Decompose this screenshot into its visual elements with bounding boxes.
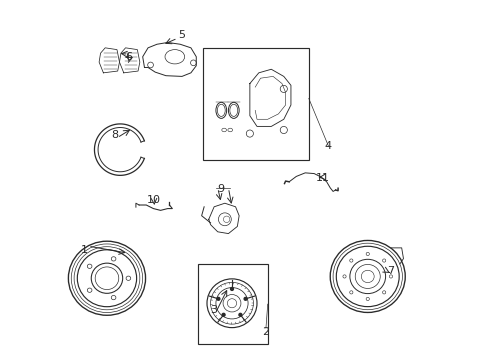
Text: 11: 11 xyxy=(315,173,329,183)
Text: 5: 5 xyxy=(178,30,185,40)
Text: 9: 9 xyxy=(217,184,224,194)
Text: 1: 1 xyxy=(81,245,88,255)
Text: 4: 4 xyxy=(324,141,331,151)
Text: 7: 7 xyxy=(386,266,394,276)
Bar xyxy=(203,48,308,160)
Circle shape xyxy=(221,312,225,317)
Text: 2: 2 xyxy=(262,327,269,337)
Circle shape xyxy=(216,297,220,301)
Text: 8: 8 xyxy=(111,130,119,140)
Bar xyxy=(198,264,267,344)
Text: 6: 6 xyxy=(124,52,132,62)
Text: 3: 3 xyxy=(210,305,217,315)
Text: 10: 10 xyxy=(146,195,160,204)
Circle shape xyxy=(229,287,234,291)
Circle shape xyxy=(238,312,242,317)
Circle shape xyxy=(243,297,247,301)
